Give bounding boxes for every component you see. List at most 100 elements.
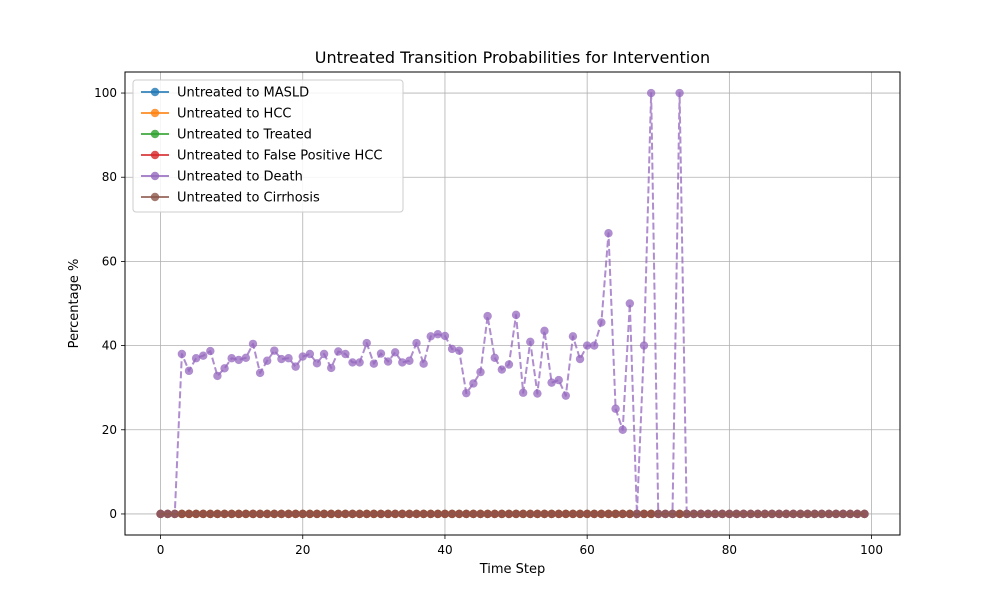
y-axis-label: Percentage %	[67, 259, 82, 349]
series-untreated-to-cirrhosis	[156, 509, 869, 519]
legend-item: Untreated to Treated	[141, 128, 312, 143]
data-point	[454, 509, 464, 519]
data-point	[234, 355, 243, 365]
data-point	[447, 344, 457, 354]
data-point	[234, 509, 243, 519]
data-point	[469, 509, 478, 519]
data-point	[362, 509, 371, 519]
data-point	[618, 509, 627, 519]
data-point	[319, 349, 329, 359]
data-point	[554, 375, 563, 385]
data-point	[483, 509, 492, 519]
data-point	[312, 509, 322, 519]
data-point	[582, 341, 592, 350]
y-tick-label: 60	[102, 254, 117, 268]
data-point	[298, 352, 307, 361]
y-tick-label: 80	[102, 170, 117, 184]
legend-marker	[150, 129, 160, 139]
data-point	[547, 509, 556, 519]
data-point	[838, 509, 848, 519]
data-point	[568, 509, 578, 519]
data-point	[654, 509, 663, 519]
data-point	[760, 509, 770, 519]
data-point	[291, 362, 300, 371]
data-point	[213, 371, 222, 381]
legend-marker	[150, 150, 160, 160]
data-point	[156, 509, 165, 519]
data-point	[831, 509, 841, 519]
data-point	[383, 509, 393, 519]
data-point	[639, 341, 649, 350]
legend-marker	[150, 108, 160, 118]
data-point	[326, 363, 336, 373]
data-point	[433, 330, 443, 339]
data-point	[803, 509, 812, 519]
data-point	[561, 509, 571, 519]
data-point	[255, 368, 265, 378]
data-point	[426, 332, 435, 341]
data-point	[682, 509, 691, 519]
series-line	[160, 92, 865, 515]
data-point	[540, 326, 549, 336]
y-tick-label: 100	[94, 86, 117, 100]
x-tick-label: 40	[437, 543, 452, 557]
data-point	[476, 509, 485, 519]
data-point	[355, 358, 364, 367]
legend-box	[132, 79, 404, 213]
data-point	[554, 509, 563, 519]
data-point	[277, 509, 286, 519]
data-point	[753, 509, 762, 519]
data-point	[497, 365, 507, 374]
data-point	[177, 349, 187, 359]
data-point	[547, 378, 556, 387]
legend-label: Untreated to Death	[177, 170, 303, 185]
legend-label: Untreated to Treated	[177, 128, 312, 143]
data-point	[241, 509, 251, 519]
data-point	[440, 509, 450, 519]
data-point	[248, 509, 258, 519]
data-point	[291, 509, 300, 519]
data-point	[696, 509, 706, 519]
data-point	[490, 509, 499, 519]
data-point	[341, 509, 350, 519]
data-point	[817, 509, 826, 519]
legend-label: Untreated to Cirrhosis	[177, 191, 320, 206]
data-point	[689, 509, 699, 519]
plot-frame	[124, 71, 901, 536]
data-point	[540, 509, 549, 519]
data-point	[796, 509, 805, 519]
data-point	[199, 509, 208, 519]
legend-label: Untreated to False Positive HCC	[177, 149, 382, 164]
data-point	[405, 509, 414, 519]
data-point	[504, 509, 514, 519]
data-point	[191, 509, 201, 519]
data-point	[440, 331, 450, 341]
data-point	[533, 389, 542, 398]
data-point	[419, 509, 428, 519]
data-point	[348, 509, 357, 519]
data-point	[846, 509, 855, 519]
data-point	[376, 509, 386, 519]
data-point	[725, 509, 734, 519]
legend-item: Untreated to Cirrhosis	[141, 191, 320, 206]
data-point	[767, 509, 777, 519]
axis-ticks: 0 20 40 60 80 100 0 20 40 60 80 100	[94, 86, 883, 557]
data-point	[710, 509, 720, 519]
data-point	[675, 88, 684, 98]
data-point	[227, 509, 236, 519]
data-point	[199, 351, 208, 360]
data-point	[277, 354, 286, 364]
data-point	[348, 358, 357, 367]
data-point	[462, 388, 471, 398]
data-point	[469, 379, 478, 388]
data-point	[298, 509, 307, 519]
data-point	[732, 509, 741, 519]
data-point	[163, 509, 172, 519]
data-point	[355, 509, 364, 519]
x-tick-label: 0	[157, 543, 165, 557]
data-point	[419, 359, 428, 368]
data-point	[518, 509, 528, 519]
data-point	[632, 509, 642, 519]
data-point	[376, 349, 386, 358]
